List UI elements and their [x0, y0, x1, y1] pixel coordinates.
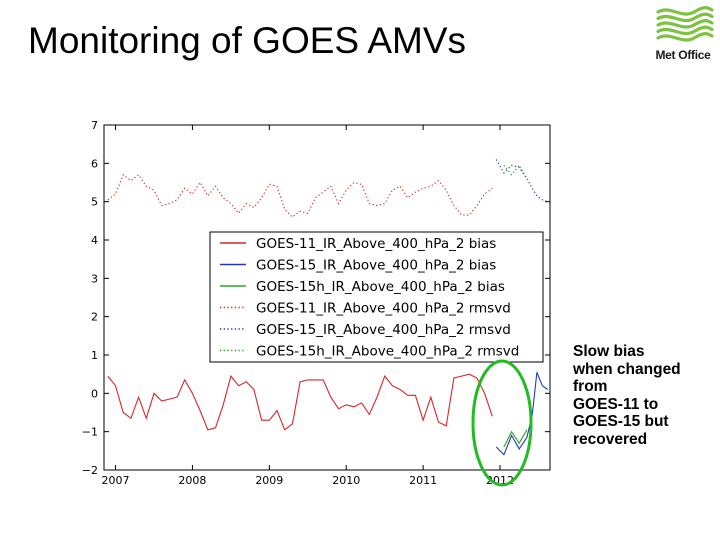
y-tick-label: 3 — [91, 272, 98, 285]
legend-label: GOES-15h_IR_Above_400_hPa_2 bias — [256, 279, 505, 295]
x-tick-label: 2009 — [255, 474, 283, 487]
met-office-logo: Met Office — [648, 4, 718, 68]
callout-line: recovered — [573, 430, 648, 448]
logo-wave — [656, 25, 714, 36]
y-tick-label: −1 — [82, 426, 98, 439]
y-tick-label: 2 — [91, 311, 98, 324]
legend-label: GOES-15_IR_Above_400_hPa_2 rmsvd — [256, 322, 511, 338]
x-tick-label: 2010 — [332, 474, 360, 487]
legend: GOES-11_IR_Above_400_hPa_2 bias GOES-15_I… — [209, 231, 544, 363]
series-line-1 — [107, 373, 493, 431]
series-line-5 — [495, 159, 548, 203]
callout-line: GOES-11 to — [573, 395, 659, 413]
series-line-3 — [503, 429, 528, 448]
y-tick-label: 4 — [91, 234, 98, 247]
logo-wave — [656, 12, 714, 23]
x-tick-label: 2007 — [102, 474, 130, 487]
logo-wave — [656, 19, 714, 29]
logo-wave — [656, 32, 714, 42]
x-tick-label: 2011 — [409, 474, 437, 487]
callout-line: GOES-15 but — [573, 413, 669, 430]
callout-line: when changed — [573, 360, 681, 378]
met-office-wave-icon — [656, 6, 714, 42]
y-tick-label: −2 — [82, 464, 98, 477]
legend-label: GOES-11_IR_Above_400_hPa_2 rmsvd — [256, 301, 511, 317]
logo-text: Met Office — [655, 48, 711, 62]
y-tick-label: 6 — [91, 157, 98, 170]
x-tick-label: 2008 — [178, 474, 206, 487]
slide-title: Monitoring of GOES AMVs — [28, 20, 467, 61]
series-line-4 — [107, 173, 493, 218]
series-lines — [107, 159, 549, 456]
callout-line: from — [573, 378, 608, 395]
legend-label: GOES-15h_IR_Above_400_hPa_2 rmsvd — [256, 344, 519, 360]
callout-text: Slow bias when changed from GOES-11 to GOES-… — [573, 343, 718, 448]
legend-label: GOES-11_IR_Above_400_hPa_2 bias — [256, 236, 496, 252]
callout-line: Slow bias — [573, 343, 645, 360]
y-tick-label: 0 — [91, 387, 98, 400]
y-tick-label: 7 — [91, 119, 98, 132]
y-tick-label: 5 — [91, 196, 98, 209]
series-line-2 — [495, 372, 549, 456]
legend-box — [209, 231, 544, 363]
highlight-ellipse — [471, 359, 533, 487]
legend-label: GOES-15_IR_Above_400_hPa_2 bias — [256, 258, 496, 274]
logo-wave — [656, 6, 714, 16]
y-tick-label: 1 — [91, 349, 98, 362]
